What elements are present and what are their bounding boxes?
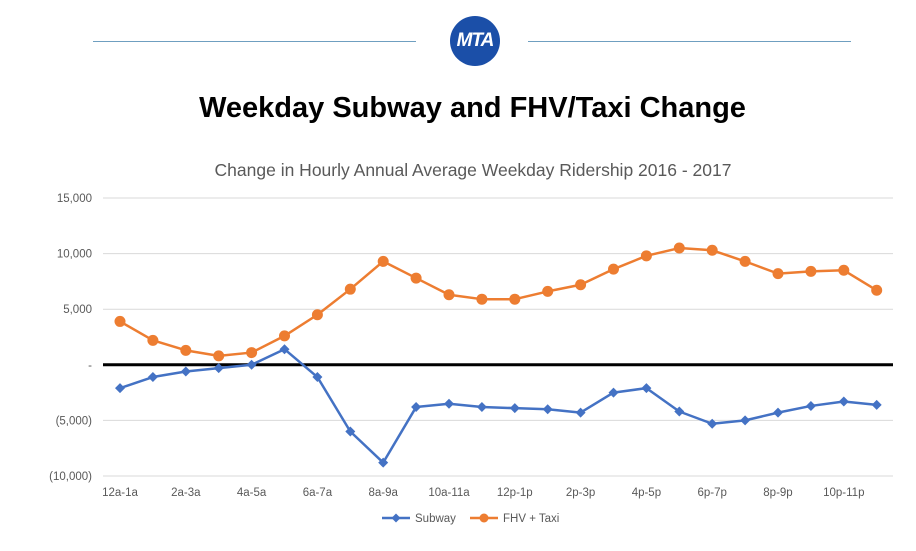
x-tick-label: 10p-11p (823, 487, 864, 499)
data-point (838, 396, 849, 407)
x-tick-label: 4a-5a (237, 487, 267, 499)
data-point (674, 406, 685, 417)
y-tick-label: (10,000) (49, 471, 92, 483)
data-point (147, 334, 159, 346)
data-point (411, 402, 422, 413)
data-point (575, 279, 587, 291)
y-tick-label: 10,000 (57, 249, 92, 261)
data-point (773, 407, 783, 418)
x-tick-label: 2p-3p (566, 487, 595, 499)
data-point (542, 404, 553, 415)
gridlines (103, 197, 893, 477)
data-point (476, 293, 488, 305)
data-point (410, 272, 422, 284)
legend-label: FHV + Taxi (503, 513, 559, 525)
data-point (345, 426, 356, 437)
data-point (444, 398, 454, 409)
legend-item: FHV + Taxi (470, 513, 559, 525)
x-tick-label: 6a-7a (303, 487, 333, 499)
data-point (673, 242, 685, 254)
data-point (279, 344, 290, 355)
data-point (246, 359, 257, 370)
x-axis-ticks: 12a-1a 2a-3a 4a-5a 6a-7a 8a-9a 10a-11a 12p-1p 2… (102, 487, 864, 499)
data-point (772, 268, 784, 280)
data-point (279, 330, 290, 342)
data-point (575, 407, 586, 418)
data-point (344, 283, 356, 295)
data-point (739, 255, 751, 267)
data-point (114, 315, 126, 327)
data-point (115, 383, 125, 394)
x-tick-label: 2a-3a (171, 487, 201, 499)
data-point (378, 457, 389, 468)
data-point (608, 387, 619, 398)
data-point (509, 293, 521, 305)
data-point (312, 372, 323, 383)
x-tick-label: 10a-11a (428, 487, 470, 499)
y-tick-label: 15,000 (57, 193, 92, 205)
data-point (838, 264, 850, 276)
data-point (311, 309, 323, 321)
y-tick-label: (5,000) (56, 415, 93, 427)
data-point (805, 265, 817, 277)
data-point (213, 363, 224, 374)
y-axis-ticks: 15,000 10,000 5,000 - (5,000) (10,000) (49, 193, 92, 483)
data-point (476, 402, 487, 413)
x-tick-label: 12a-1a (102, 487, 138, 499)
legend-label: Subway (415, 513, 456, 525)
data-point (871, 399, 882, 410)
y-tick-label: - (88, 360, 92, 372)
series-group (114, 242, 883, 468)
x-tick-label: 12p-1p (497, 487, 533, 499)
mta-logo-text: MTA (456, 30, 495, 51)
y-tick-label: 5,000 (63, 304, 92, 316)
x-tick-label: 8a-9a (368, 487, 398, 499)
legend: Subway FHV + Taxi (382, 513, 559, 525)
x-tick-label: 6p-7p (697, 487, 726, 499)
data-point (180, 366, 191, 377)
data-point (871, 284, 883, 296)
chart-title: Change in Hourly Annual Average Weekday … (215, 160, 732, 180)
legend-marker (479, 513, 489, 523)
x-tick-label: 8p-9p (763, 487, 792, 499)
data-point (608, 263, 619, 275)
data-point (805, 400, 816, 411)
data-point (707, 418, 718, 429)
data-point (640, 250, 652, 262)
header-rule-left (93, 41, 416, 42)
legend-marker (391, 513, 401, 523)
mta-logo: MTA (450, 16, 500, 66)
data-point (509, 403, 520, 414)
x-tick-label: 4p-5p (632, 487, 661, 499)
series-subway (115, 344, 882, 468)
data-point (147, 372, 158, 383)
series-line-subway (119, 347, 877, 464)
series-fhv-taxi (114, 242, 883, 362)
data-point (740, 415, 751, 426)
header-rule-right (528, 41, 851, 42)
data-point (377, 255, 389, 267)
data-point (706, 244, 718, 256)
data-point (443, 289, 455, 301)
data-point (246, 347, 258, 359)
data-point (180, 344, 192, 356)
page-title: Weekday Subway and FHV/Taxi Change (199, 92, 746, 124)
data-point (641, 383, 652, 394)
data-point (542, 285, 554, 297)
series-line-fhv-taxi (119, 246, 878, 358)
legend-item: Subway (382, 513, 456, 525)
data-point (213, 350, 225, 362)
